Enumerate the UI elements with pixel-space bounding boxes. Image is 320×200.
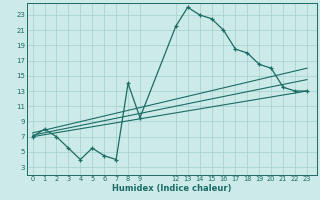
- X-axis label: Humidex (Indice chaleur): Humidex (Indice chaleur): [112, 184, 231, 193]
